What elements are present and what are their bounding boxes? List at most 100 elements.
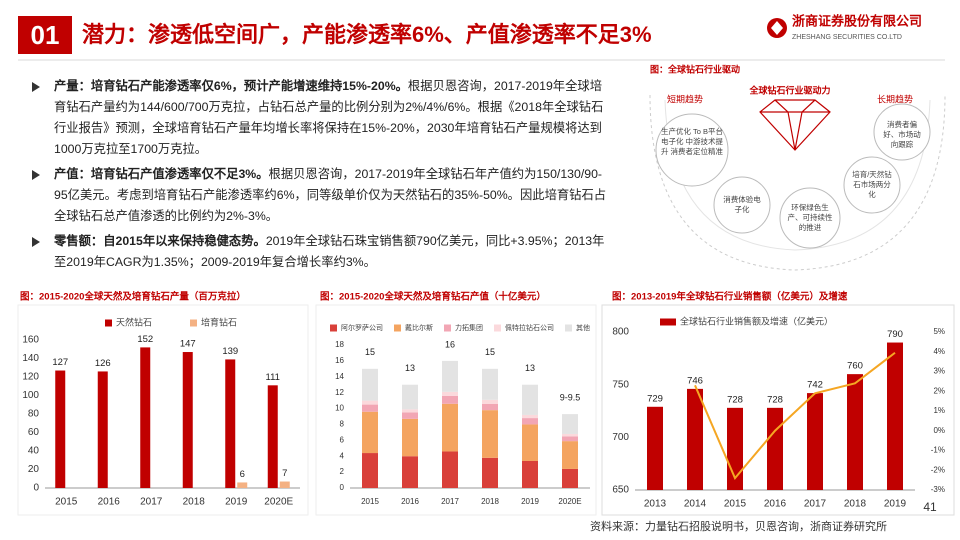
- y2-tick-label: -1%: [931, 446, 945, 455]
- y-tick-label: 0: [33, 483, 39, 494]
- bar-segment: [402, 412, 418, 419]
- legend-swatch: [660, 318, 676, 326]
- data-label: 127: [52, 357, 68, 368]
- x-tick-label: 2017: [804, 499, 827, 510]
- y-tick-label: 10: [335, 404, 344, 413]
- y2-tick-label: 4%: [933, 347, 945, 356]
- diagram-left-label: 短期趋势: [667, 93, 703, 104]
- bar-segment: [362, 368, 378, 401]
- x-tick-label: 2015: [361, 497, 379, 506]
- page-number: 41: [923, 500, 937, 514]
- y-tick-label: 4: [340, 451, 345, 460]
- bar-segment: [522, 414, 538, 419]
- y-tick-label: 140: [22, 353, 39, 364]
- total-label: 16: [445, 339, 455, 349]
- y-tick-label: 100: [22, 390, 39, 401]
- x-tick-label: 2020E: [558, 497, 581, 506]
- total-label: 15: [365, 347, 375, 357]
- y-tick-label: 40: [28, 446, 40, 457]
- y-tick-label: 0: [340, 483, 345, 492]
- bar-segment: [522, 424, 538, 461]
- y-tick-label: 8: [340, 420, 345, 429]
- chart-frame: [315, 304, 597, 516]
- bar-segment: [522, 460, 538, 488]
- bar-segment: [482, 368, 498, 400]
- y-tick-label: 800: [612, 327, 629, 338]
- diamond-icon: [759, 99, 831, 151]
- bar-segment: [562, 433, 578, 437]
- y-tick-label: 6: [340, 435, 345, 444]
- bar: [182, 352, 193, 488]
- bullet: 零售额：自2015年以来保持稳健态势。2019年全球钻石珠宝销售额790亿美元，…: [28, 231, 608, 273]
- diagram-node-circle: [779, 187, 841, 249]
- x-tick-label: 2017: [441, 497, 459, 506]
- bar: [279, 481, 290, 488]
- x-tick-label: 2015: [724, 499, 747, 510]
- bar-segment: [562, 441, 578, 469]
- total-label: 13: [525, 363, 535, 373]
- bar-segment: [442, 403, 458, 452]
- diagram-node-circle: [713, 176, 771, 234]
- diagram-node: 环保绿色生产、可持续性的推进: [787, 203, 833, 232]
- x-tick-label: 2016: [764, 499, 787, 510]
- x-tick-label: 2016: [98, 497, 121, 508]
- x-tick-label: 2018: [844, 499, 867, 510]
- diagram-node: 生产优化 To B平台电子化 中游技术提升 消费者定位精准: [660, 127, 724, 156]
- section-number: 01: [18, 16, 72, 54]
- y2-tick-label: 1%: [933, 406, 945, 415]
- legend-label: 其他: [576, 323, 590, 332]
- data-label: 728: [727, 394, 743, 405]
- y-tick-label: 120: [22, 372, 39, 383]
- legend-swatch: [444, 324, 451, 332]
- y-tick-label: 80: [28, 409, 40, 420]
- bullet-lead: 零售额：自2015年以来保持稳健态势。: [54, 234, 266, 248]
- legend-swatch: [105, 319, 112, 327]
- company-name-en: ZHESHANG SECURITIES CO.LTD: [792, 34, 902, 41]
- diagram-outline: [649, 94, 946, 271]
- bar: [687, 388, 703, 490]
- data-label: 126: [95, 358, 111, 369]
- y-tick-label: 20: [28, 464, 40, 475]
- diagram-title: 图：全球钻石行业驱动: [650, 63, 740, 74]
- diagram-node: 消费者偏好、市场动向跟踪: [883, 120, 921, 149]
- diagram-node-circle: [655, 113, 729, 187]
- bar-segment: [362, 411, 378, 454]
- bar-segment: [482, 457, 498, 488]
- chart-title: 图：2015-2020全球天然及培育钻石产值（十亿美元）: [320, 291, 546, 303]
- legend-label: 天然钻石: [116, 316, 152, 327]
- bar-segment: [482, 399, 498, 404]
- bullet-text: 根据贝恩咨询，2017-2019年全球钻石年产值约为150/130/90-95亿…: [54, 167, 607, 223]
- bar: [140, 347, 151, 488]
- diagram-right-label: 长期趋势: [877, 93, 913, 104]
- data-label: 729: [647, 393, 663, 404]
- bar-segment: [562, 414, 578, 434]
- bar: [55, 370, 66, 488]
- bar-segment: [442, 360, 458, 392]
- diagram-node-circle: [873, 103, 931, 161]
- legend-label: 佩特拉钻石公司: [505, 323, 554, 332]
- bar: [225, 359, 236, 488]
- diagram-node-circle: [843, 156, 901, 214]
- bar-segment: [442, 395, 458, 404]
- y-tick-label: 160: [22, 335, 39, 346]
- x-tick-label: 2019: [884, 499, 907, 510]
- bar-segment: [562, 468, 578, 488]
- legend-swatch: [190, 319, 197, 327]
- x-tick-label: 2018: [183, 497, 206, 508]
- data-label: 728: [767, 394, 783, 405]
- bar-segment: [402, 418, 418, 457]
- bar: [267, 385, 278, 488]
- y2-tick-label: -2%: [931, 465, 945, 474]
- bar: [97, 371, 108, 488]
- bar-segment: [402, 384, 418, 410]
- slide-title: 潜力：渗透低空间广，产能渗透率6%、产值渗透率不足3%: [82, 22, 652, 47]
- bullet-arrow: [32, 170, 40, 180]
- y2-tick-label: 3%: [933, 367, 945, 376]
- logo-mark: [771, 21, 783, 35]
- chart-frame: [601, 304, 955, 516]
- bar-segment: [522, 384, 538, 415]
- legend-label: 阿尔罗萨公司: [341, 323, 383, 332]
- total-label: 9-9.5: [560, 392, 581, 402]
- diagram-node: 培育/天然钻石市场两分化: [852, 170, 892, 199]
